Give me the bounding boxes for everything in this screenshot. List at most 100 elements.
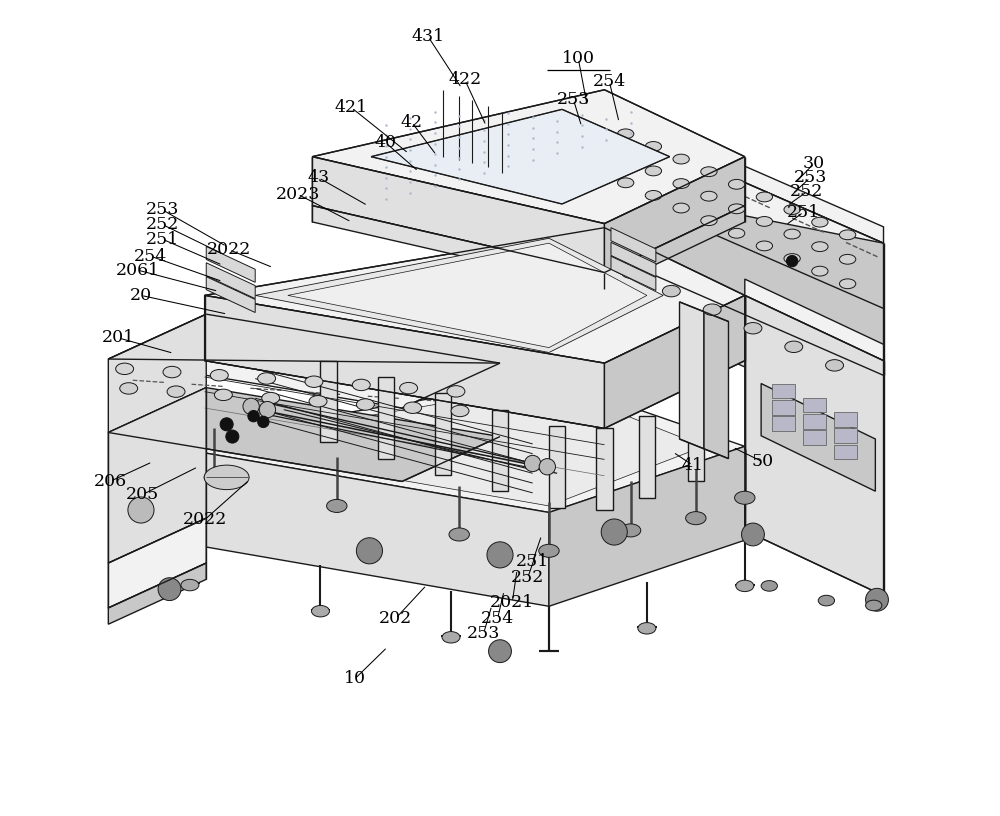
Polygon shape xyxy=(492,410,508,491)
Ellipse shape xyxy=(756,241,773,251)
Ellipse shape xyxy=(736,580,754,592)
Polygon shape xyxy=(108,314,206,432)
Bar xyxy=(772,400,795,415)
Polygon shape xyxy=(312,90,745,224)
Ellipse shape xyxy=(701,166,717,176)
Circle shape xyxy=(487,542,513,568)
Polygon shape xyxy=(611,256,656,290)
Polygon shape xyxy=(611,256,884,428)
Polygon shape xyxy=(378,377,394,459)
Polygon shape xyxy=(255,238,663,353)
Ellipse shape xyxy=(210,370,228,381)
Ellipse shape xyxy=(662,286,680,297)
Text: 253: 253 xyxy=(145,202,179,218)
Polygon shape xyxy=(604,295,745,428)
Ellipse shape xyxy=(442,632,460,643)
Polygon shape xyxy=(157,379,745,512)
Text: 2023: 2023 xyxy=(275,186,320,202)
Text: 42: 42 xyxy=(401,114,423,131)
Bar xyxy=(803,397,826,412)
Circle shape xyxy=(258,416,269,428)
Polygon shape xyxy=(704,312,728,459)
Text: 2061: 2061 xyxy=(116,262,160,278)
Ellipse shape xyxy=(618,178,634,188)
Ellipse shape xyxy=(701,191,717,201)
Ellipse shape xyxy=(356,399,374,410)
Circle shape xyxy=(601,519,627,545)
Polygon shape xyxy=(198,385,704,506)
Ellipse shape xyxy=(785,341,803,353)
Ellipse shape xyxy=(116,363,134,375)
Text: 253: 253 xyxy=(467,625,500,641)
Ellipse shape xyxy=(309,396,327,407)
Ellipse shape xyxy=(258,373,276,384)
Ellipse shape xyxy=(163,366,181,378)
Bar xyxy=(803,414,826,428)
Polygon shape xyxy=(108,388,500,481)
Circle shape xyxy=(489,640,511,663)
Ellipse shape xyxy=(327,499,347,512)
Circle shape xyxy=(158,578,181,601)
Polygon shape xyxy=(157,445,549,606)
Text: 252: 252 xyxy=(145,216,179,233)
Polygon shape xyxy=(206,277,255,313)
Circle shape xyxy=(220,418,233,431)
Polygon shape xyxy=(611,124,884,308)
Text: 50: 50 xyxy=(752,454,774,470)
Ellipse shape xyxy=(673,203,689,213)
Ellipse shape xyxy=(761,581,777,591)
Polygon shape xyxy=(108,388,206,563)
Text: 20: 20 xyxy=(130,287,152,304)
Polygon shape xyxy=(205,228,745,363)
Ellipse shape xyxy=(818,596,835,605)
Polygon shape xyxy=(611,228,656,262)
Text: 30: 30 xyxy=(803,155,825,171)
Text: 253: 253 xyxy=(793,170,827,186)
Text: 206: 206 xyxy=(93,473,127,490)
Polygon shape xyxy=(611,189,884,375)
Text: 254: 254 xyxy=(134,248,167,264)
Ellipse shape xyxy=(352,379,370,391)
Ellipse shape xyxy=(784,205,800,215)
Ellipse shape xyxy=(756,192,773,202)
Ellipse shape xyxy=(618,153,634,163)
Bar xyxy=(834,412,857,427)
Polygon shape xyxy=(688,400,704,481)
Ellipse shape xyxy=(447,386,465,397)
Text: 40: 40 xyxy=(375,135,397,151)
Circle shape xyxy=(742,523,764,546)
Text: 431: 431 xyxy=(412,29,445,45)
Ellipse shape xyxy=(645,166,662,175)
Polygon shape xyxy=(596,428,613,510)
Polygon shape xyxy=(108,314,500,408)
Ellipse shape xyxy=(645,141,662,151)
Polygon shape xyxy=(312,157,604,273)
Text: 2021: 2021 xyxy=(490,594,534,610)
Text: 43: 43 xyxy=(308,170,330,186)
Ellipse shape xyxy=(645,190,662,200)
Ellipse shape xyxy=(735,491,755,504)
Text: 201: 201 xyxy=(102,330,135,346)
Ellipse shape xyxy=(839,255,856,264)
Bar xyxy=(834,445,857,459)
Text: 253: 253 xyxy=(557,91,590,108)
Ellipse shape xyxy=(618,129,634,139)
Circle shape xyxy=(128,497,154,523)
Circle shape xyxy=(356,538,382,564)
Ellipse shape xyxy=(539,544,559,557)
Bar xyxy=(803,430,826,445)
Polygon shape xyxy=(745,279,884,361)
Text: 252: 252 xyxy=(511,570,544,586)
Polygon shape xyxy=(312,206,604,289)
Ellipse shape xyxy=(812,217,828,227)
Ellipse shape xyxy=(701,215,717,225)
Circle shape xyxy=(259,401,276,418)
Text: 254: 254 xyxy=(593,73,626,90)
Ellipse shape xyxy=(756,216,773,226)
Ellipse shape xyxy=(673,154,689,164)
Text: 2022: 2022 xyxy=(207,242,251,258)
Bar xyxy=(834,428,857,443)
Ellipse shape xyxy=(167,386,185,397)
Ellipse shape xyxy=(204,471,225,484)
Polygon shape xyxy=(680,302,704,449)
